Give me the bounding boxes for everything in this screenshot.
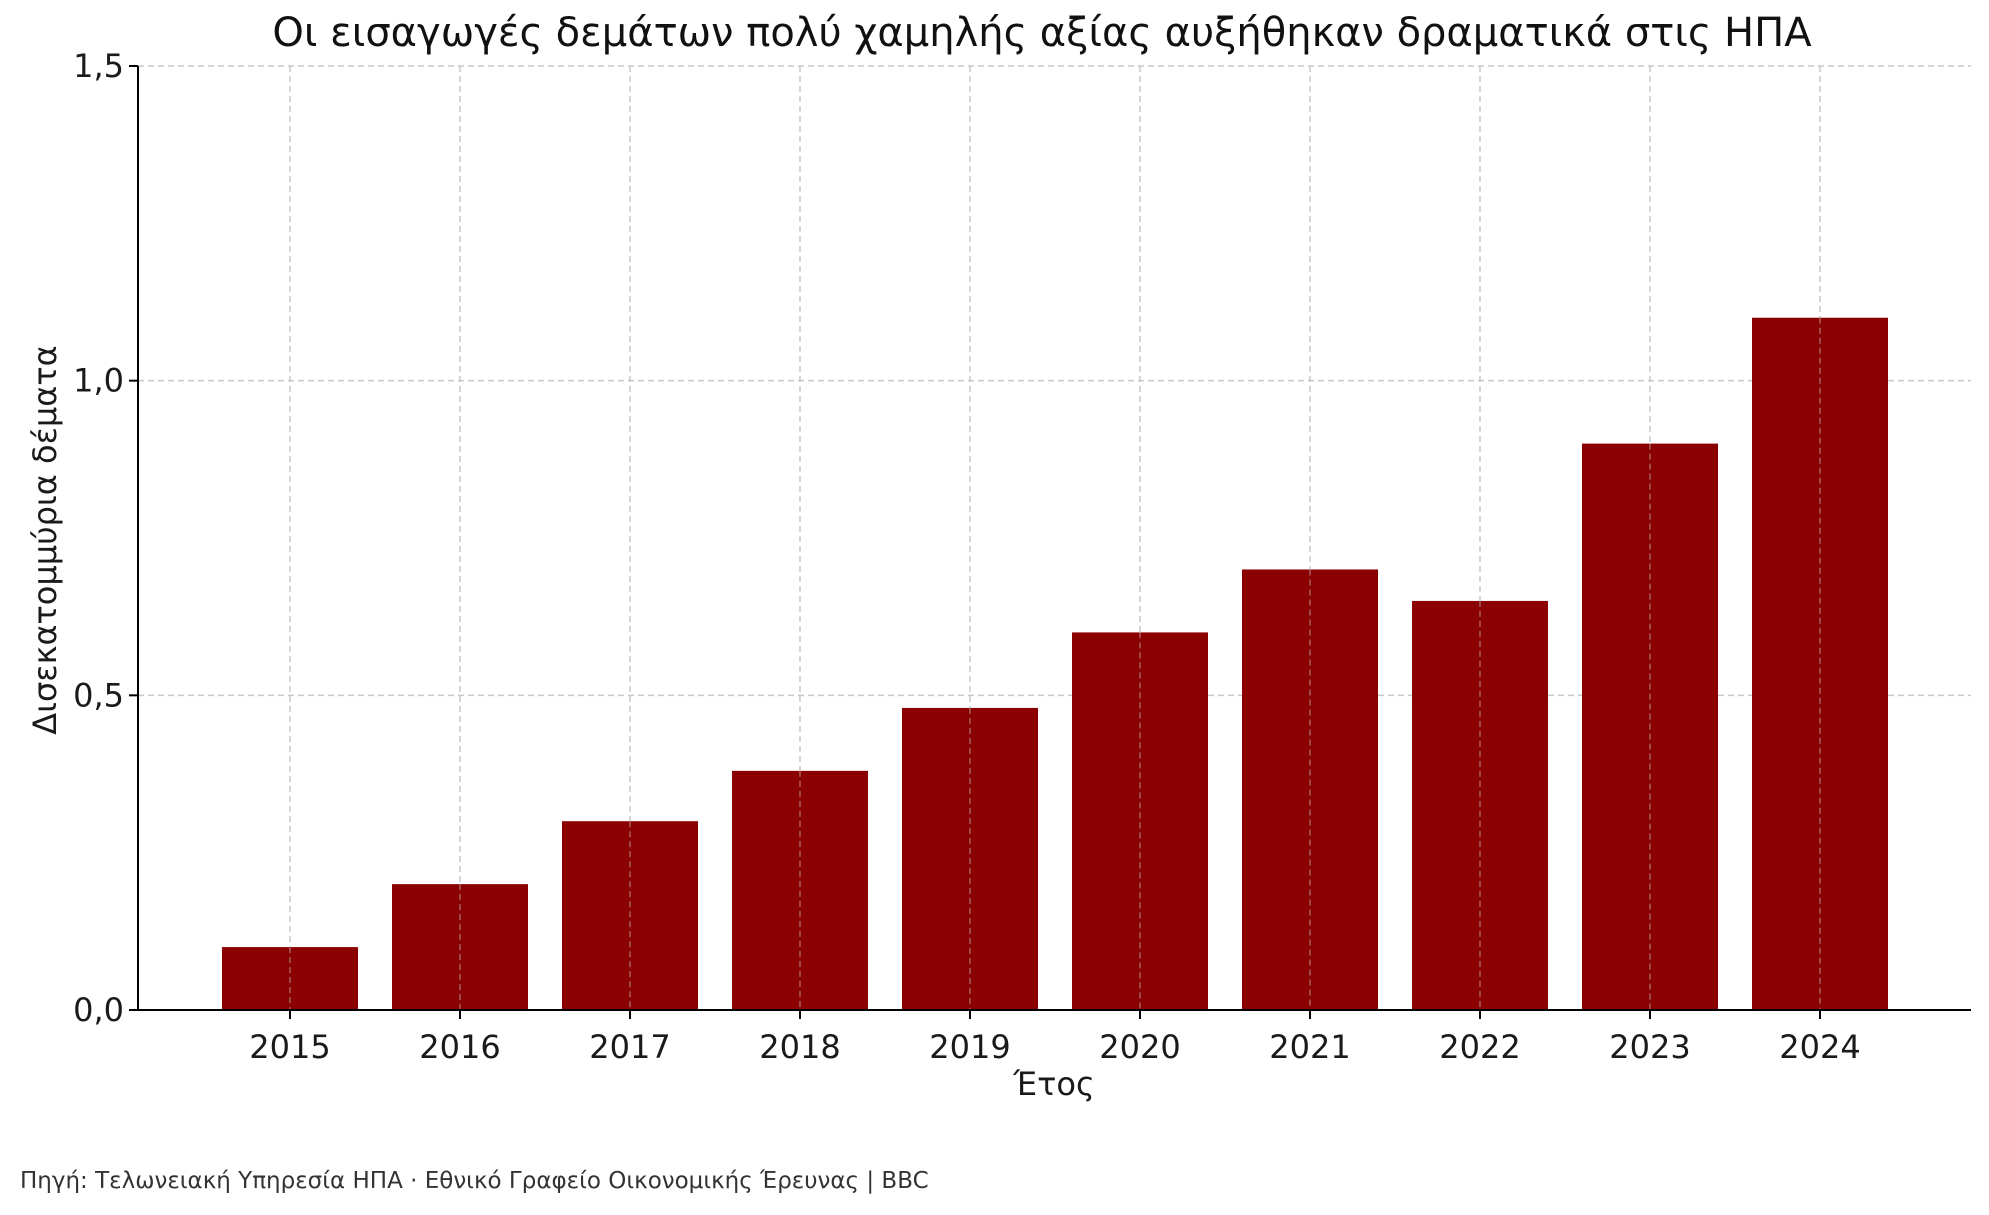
x-tick-label: 2016 — [419, 1028, 500, 1066]
x-tick-label: 2019 — [929, 1028, 1010, 1066]
x-tick-label: 2015 — [249, 1028, 330, 1066]
y-tick-label: 1,5 — [73, 47, 124, 85]
grid-overlay — [289, 317, 1821, 1010]
y-tick-label: 1,0 — [73, 362, 124, 400]
axes — [137, 66, 1971, 1011]
x-tick-label: 2021 — [1269, 1028, 1350, 1066]
chart-title: Οι εισαγωγές δεμάτων πολύ χαμηλής αξίας … — [272, 10, 1812, 56]
y-tick-label: 0,5 — [73, 676, 124, 714]
x-tick-label: 2018 — [759, 1028, 840, 1066]
x-tick-label: 2024 — [1779, 1028, 1860, 1066]
bars — [222, 317, 1888, 1011]
y-tick-label: 0,0 — [73, 991, 124, 1029]
x-tick-label: 2017 — [589, 1028, 670, 1066]
x-tick-label: 2022 — [1439, 1028, 1520, 1066]
x-tick-label: 2023 — [1609, 1028, 1690, 1066]
bar-2018 — [732, 770, 868, 1010]
source-note: Πηγή: Τελωνειακή Υπηρεσία ΗΠΑ · Εθνικό Γ… — [20, 1168, 929, 1194]
x-tick-label: 2020 — [1099, 1028, 1180, 1066]
y-axis-label: Δισεκατομμύρια δέματα — [26, 345, 64, 734]
tick-labels: 0,0 0,5 1,0 1,5 2015 2016 2017 2018 2019 2020 2021… — [73, 47, 1861, 1066]
x-axis-label: Έτος — [1012, 1065, 1095, 1103]
